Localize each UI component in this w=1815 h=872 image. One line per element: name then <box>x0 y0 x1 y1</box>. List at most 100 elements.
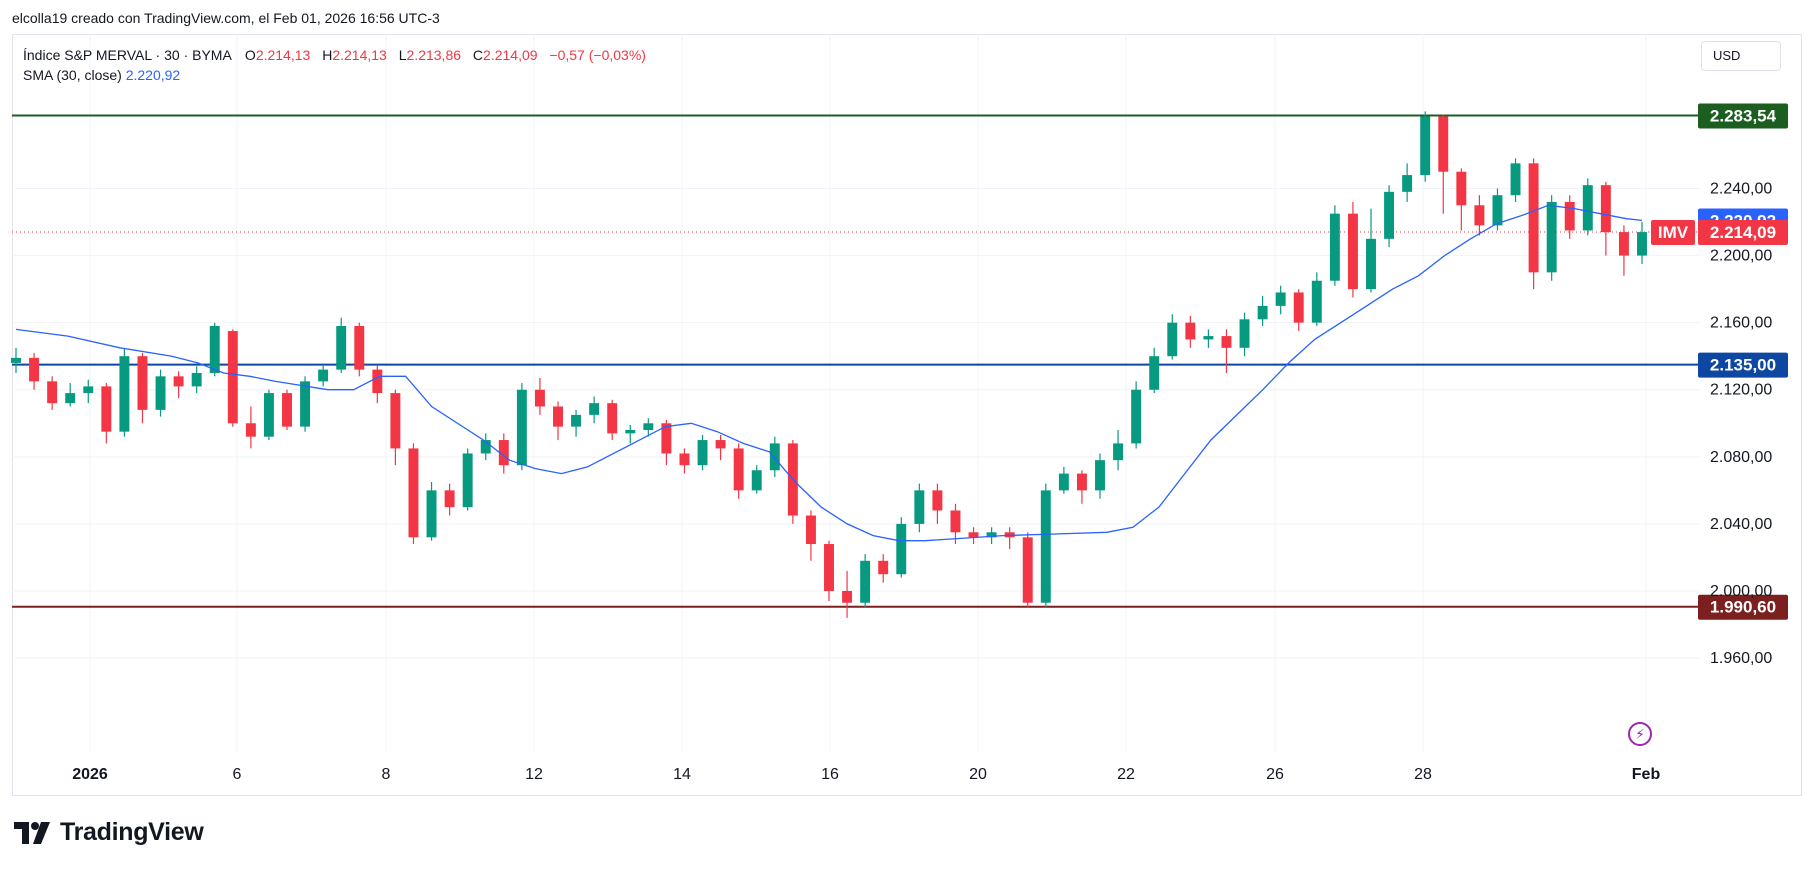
candle-body <box>769 443 780 471</box>
candle-body <box>697 440 708 466</box>
ohlc-row: Índice S&P MERVAL · 30 · BYMA O2.214,13 … <box>23 45 654 65</box>
candle-body <box>751 470 762 491</box>
candle-body <box>65 393 76 404</box>
candle-body <box>101 386 112 432</box>
price-tick-label: 2.040,00 <box>1710 516 1772 533</box>
candle-body <box>1022 537 1033 603</box>
level-price-tag <box>1698 594 1788 620</box>
candle-body <box>300 381 311 427</box>
candle-body <box>1456 171 1467 206</box>
level-price-label: 1.990,60 <box>1710 598 1776 617</box>
time-tick-label: 20 <box>969 766 987 783</box>
candle-body <box>462 453 473 508</box>
time-tick-label: 22 <box>1117 766 1135 783</box>
candle-body <box>824 544 834 591</box>
candle-body <box>860 560 871 603</box>
candle-body <box>426 490 437 538</box>
time-axis: 2026 6 8 12 14 16 20 22 26 28 Feb <box>72 766 1660 783</box>
level-price-label: 2.135,00 <box>1710 356 1776 375</box>
close-key: C <box>472 47 484 63</box>
candle-body <box>1185 322 1196 340</box>
candle-body <box>1167 322 1178 357</box>
candle-body <box>1293 292 1304 323</box>
candle-body <box>29 357 40 382</box>
candle-body <box>1492 195 1503 226</box>
sma-legend-value: 2.220,92 <box>125 67 181 83</box>
time-tick-label: 14 <box>673 766 691 783</box>
candle-body <box>1600 185 1611 233</box>
candle-body <box>1221 336 1232 348</box>
currency-selector[interactable]: USD <box>1701 41 1781 71</box>
candle-body <box>986 532 997 538</box>
chart-legend: Índice S&P MERVAL · 30 · BYMA O2.214,13 … <box>23 45 654 85</box>
candle-body <box>1149 356 1160 390</box>
brand-wordmark: TradingView <box>60 818 204 846</box>
candle-body <box>1402 175 1413 192</box>
price-tick-label: 1.960,00 <box>1710 650 1772 667</box>
level-price-label: 2.283,54 <box>1710 106 1777 125</box>
candle-body <box>47 381 58 404</box>
candle-body <box>354 326 365 370</box>
candle-body <box>245 423 256 437</box>
candle-body <box>1474 205 1485 226</box>
candle-body <box>1582 185 1593 231</box>
candle-body <box>571 414 582 427</box>
candle-body <box>842 590 853 603</box>
horizontal-levels: 2.283,54 2.135,00 1.990,60 <box>12 103 1788 620</box>
symbol-tag <box>1651 219 1695 245</box>
price-tick-label: 2.200,00 <box>1710 248 1772 265</box>
candle-body <box>1438 116 1449 172</box>
lightning-alert-icon[interactable]: ⚡ <box>1628 722 1652 746</box>
candle-body <box>1366 238 1376 290</box>
candle-body <box>318 369 329 382</box>
high-value: 2.214,13 <box>332 47 387 63</box>
candle-body <box>1095 460 1105 491</box>
candle-body <box>914 490 925 524</box>
candle-body <box>480 440 491 454</box>
time-tick-label: 2026 <box>72 766 108 783</box>
candle-body <box>1564 201 1575 231</box>
change-value: −0,57 (−0,03%) <box>549 47 646 63</box>
open-key: O <box>244 47 256 63</box>
candle-body <box>950 510 961 533</box>
candle-body <box>661 423 672 454</box>
candle-body <box>1058 473 1069 491</box>
time-tick-label: Feb <box>1632 766 1661 783</box>
candle-body <box>1257 305 1268 320</box>
time-tick-label: 26 <box>1266 766 1284 783</box>
candle-body <box>137 356 148 410</box>
level-price-tag <box>1698 352 1788 378</box>
candle-body <box>1618 232 1629 256</box>
candle-body <box>444 490 455 508</box>
candle-body <box>1040 490 1051 603</box>
candle-body <box>263 393 274 437</box>
open-value: 2.214,13 <box>255 47 311 63</box>
candle-body <box>1329 213 1340 281</box>
time-tick-label: 16 <box>821 766 839 783</box>
candle-body <box>227 331 238 424</box>
candle-body <box>336 326 347 370</box>
candle-body <box>534 389 545 407</box>
price-tick-label: 2.160,00 <box>1710 315 1772 332</box>
candle-body <box>1528 163 1539 273</box>
candle-body <box>83 386 94 394</box>
sma-line <box>15 204 1643 542</box>
page-header: elcolla19 creado con TradingView.com, el… <box>12 10 440 26</box>
symbol-title[interactable]: Índice S&P MERVAL · 30 · BYMA <box>23 47 232 63</box>
sma-label[interactable]: SMA (30, close) <box>23 67 122 83</box>
candle-body <box>932 490 943 511</box>
candle-body <box>390 393 401 449</box>
candle-body <box>173 376 184 387</box>
high-key: H <box>322 47 333 63</box>
candle-body <box>119 356 130 432</box>
time-tick-label: 6 <box>233 766 242 783</box>
candles <box>11 111 1647 618</box>
time-tick-label: 8 <box>382 766 391 783</box>
price-tick-label: 2.240,00 <box>1710 181 1772 198</box>
low-value: 2.213,86 <box>406 47 462 63</box>
candle-body <box>11 357 21 363</box>
candle-body <box>209 326 220 373</box>
sma-row: SMA (30, close) 2.220,92 <box>23 65 654 85</box>
candle-body <box>968 532 979 538</box>
